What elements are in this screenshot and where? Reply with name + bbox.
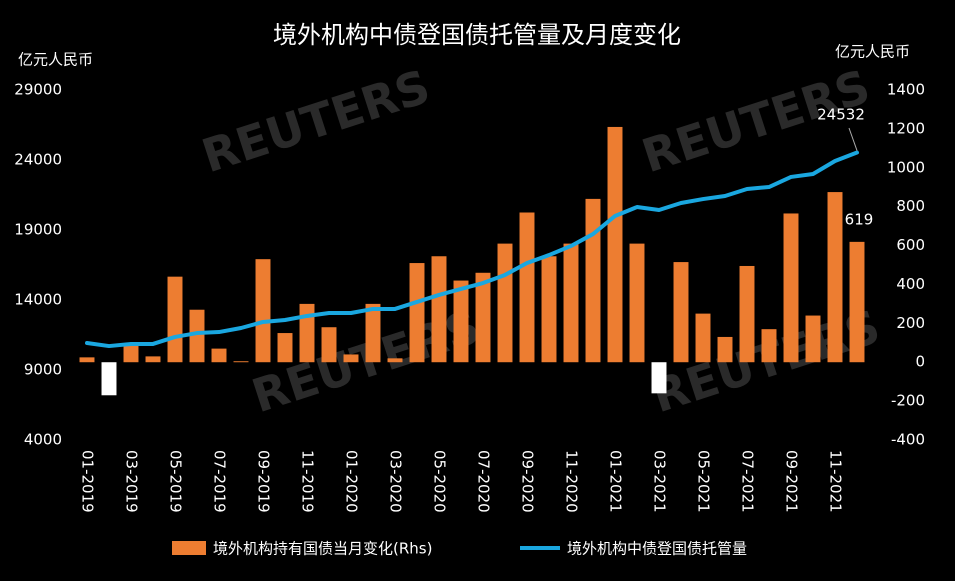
- bar: [255, 259, 271, 363]
- x-tick-label: 09-2020: [519, 450, 537, 513]
- bar: [233, 361, 249, 363]
- x-tick-label: 11-2020: [563, 450, 581, 513]
- y-tick-label: 19000: [14, 221, 62, 239]
- y-tick-label: 14000: [14, 291, 62, 309]
- bar: [431, 256, 447, 363]
- bar: [299, 303, 315, 363]
- y-tick-label: 9000: [24, 361, 62, 379]
- bar: [409, 263, 425, 363]
- data-label: 619: [845, 210, 874, 228]
- x-tick-label: 03-2019: [123, 450, 141, 513]
- bar: [695, 313, 711, 363]
- bar: [563, 243, 579, 363]
- chart-title: 境外机构中债登国债托管量及月度变化: [273, 21, 681, 49]
- bar: [189, 309, 205, 363]
- leader-line: [848, 127, 858, 151]
- legend-label: 境外机构中债登国债托管量: [567, 540, 747, 558]
- bar: [761, 329, 777, 363]
- x-tick-label: 09-2019: [255, 450, 273, 513]
- legend-swatch: [172, 541, 206, 555]
- y2-tick-label: 1200: [887, 119, 925, 137]
- bar: [519, 212, 535, 363]
- x-tick-label: 07-2020: [475, 450, 493, 513]
- y2-tick-label: 0: [915, 353, 925, 371]
- bar: [717, 336, 733, 363]
- x-tick-label: 11-2021: [827, 450, 845, 513]
- bar: [849, 241, 865, 363]
- y2-axis-label: 亿元人民币: [835, 43, 910, 61]
- bar: [387, 358, 403, 363]
- x-tick-label: 07-2021: [739, 450, 757, 513]
- bar: [79, 357, 95, 363]
- bar: [167, 276, 183, 363]
- bar: [607, 126, 623, 363]
- y2-tick-label: 1000: [887, 158, 925, 176]
- y2-tick-label: -200: [891, 392, 925, 410]
- legend-label: 境外机构持有国债当月变化(Rhs): [213, 540, 432, 558]
- x-tick-label: 11-2019: [299, 450, 317, 513]
- x-tick-label: 05-2019: [167, 450, 185, 513]
- x-tick-label: 01-2020: [343, 450, 361, 513]
- bar: [673, 262, 689, 363]
- y2-tick-label: 400: [896, 275, 925, 293]
- bar: [123, 344, 139, 363]
- y2-tick-label: 200: [896, 314, 925, 332]
- bar: [739, 265, 755, 363]
- bar: [629, 243, 645, 363]
- bar: [475, 272, 491, 363]
- bar: [497, 243, 513, 363]
- bar: [541, 256, 557, 363]
- bar: [453, 280, 469, 363]
- bar: [783, 213, 799, 363]
- y2-tick-label: 600: [896, 236, 925, 254]
- x-tick-label: 03-2020: [387, 450, 405, 513]
- y-axis-label: 亿元人民币: [18, 51, 93, 69]
- bar: [321, 327, 337, 363]
- y-tick-label: 4000: [24, 431, 62, 449]
- y2-tick-label: 1400: [887, 81, 925, 99]
- line: [85, 150, 859, 349]
- x-tick-label: 03-2021: [651, 450, 669, 513]
- bar: [277, 333, 293, 363]
- bar: [585, 198, 601, 363]
- bar: [101, 362, 117, 396]
- x-tick-label: 05-2020: [431, 450, 449, 513]
- y2-tick-label: 800: [896, 197, 925, 215]
- bar: [211, 348, 227, 363]
- y-tick-label: 24000: [14, 151, 62, 169]
- y-tick-label: 29000: [14, 81, 62, 99]
- x-tick-label: 09-2021: [783, 450, 801, 513]
- x-tick-label: 01-2021: [607, 450, 625, 513]
- y2-tick-label: -400: [891, 431, 925, 449]
- x-tick-label: 07-2019: [211, 450, 229, 513]
- bar: [827, 192, 843, 363]
- x-tick-label: 05-2021: [695, 450, 713, 513]
- data-label: 24532: [817, 106, 865, 124]
- bar: [365, 303, 381, 363]
- bar: [343, 354, 359, 363]
- bar: [805, 315, 821, 363]
- bar: [145, 356, 161, 363]
- bar: [651, 362, 667, 394]
- watermark: REUTERS: [195, 59, 436, 183]
- x-tick-label: 01-2019: [79, 450, 97, 513]
